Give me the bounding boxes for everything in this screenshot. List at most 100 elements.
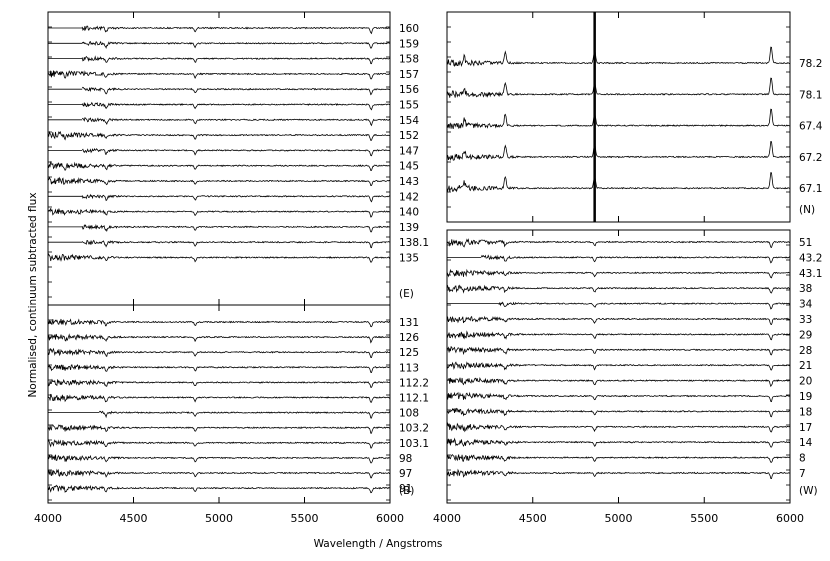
series-line-19 [446,391,791,403]
series-label: 34 [799,299,813,311]
series-line-135 [47,253,391,263]
series-line-145 [47,160,391,172]
series-label: 112.1 [399,393,429,405]
series-line-67.2 [446,140,791,161]
series-label: 157 [399,69,419,81]
series-label: 43.1 [799,268,822,280]
panel-left-top: (E) 160 159 158 157 156 155 154 152 147 145 143 142 1… [47,11,429,306]
series-label: 145 [399,161,419,173]
series-label: 33 [799,314,812,326]
series-line-98 [47,454,390,464]
series-label: 156 [399,84,419,96]
series-line-158 [48,55,391,65]
series-label: 160 [399,23,419,35]
series-line-51 [446,238,791,249]
series-label: 126 [399,332,419,344]
series-line-91 [47,484,391,494]
series-line-160 [48,25,391,35]
series-label: 152 [399,130,419,142]
series-label: 78.2 [799,58,822,70]
series-line-29 [446,330,791,341]
series-line-97 [47,468,391,479]
series-line-113 [47,364,391,373]
series-line-43.1 [446,268,790,279]
series-line-8 [446,454,791,463]
series-label: 38 [799,283,812,295]
series-line-143 [47,176,391,187]
series-line-67.4 [446,108,791,130]
series-label: 67.1 [799,183,822,195]
series-label: 103.1 [399,438,429,450]
series-line-138.1 [48,239,391,249]
series-line-125 [47,347,391,359]
series-label: 138.1 [399,237,429,249]
series-line-147 [48,148,391,157]
series-label: 147 [399,145,419,157]
series-label: 155 [399,100,419,112]
panel-tag: (N) [799,204,815,216]
series-line-131 [47,318,391,328]
series-label: 91 [399,483,412,495]
series-label: 125 [399,347,419,359]
series-label: 21 [799,360,812,372]
series-label: 67.2 [799,152,822,164]
series-label: 135 [399,253,419,265]
series-label: 29 [799,329,812,341]
series-label: 19 [799,391,812,403]
series-line-21 [446,361,790,371]
series-label: 7 [799,468,806,480]
x-tick-label: 4000 [34,512,62,525]
series-label: 112.2 [399,377,429,389]
series-label: 154 [399,115,419,127]
series-label: 98 [399,453,412,465]
x-tick-label: 5000 [205,512,233,525]
panel-left-bottom: 4000 4500 5000 5500 6000 (B) 131 126 125 113 112.2… [34,304,429,525]
series-line-112.1 [47,393,391,403]
series-line-17 [446,422,791,433]
series-label: 113 [399,362,419,374]
series-line-154 [48,117,391,127]
series-line-140 [47,208,391,218]
series-line-157 [47,70,391,80]
series-label: 143 [399,176,419,188]
x-tick-label: 4000 [433,512,461,525]
series-label: 140 [399,207,419,219]
series-label: 103.2 [399,423,429,435]
series-label: 78.1 [799,89,822,101]
x-axis-label: Wavelength / Angstroms [314,538,443,550]
panel-right-top: (N) 78.2 78.1 67.4 67.2 67.1 [446,11,823,223]
panel-frame [446,229,791,504]
series-line-126 [47,333,391,344]
series-line-33 [446,315,790,325]
series-label: 131 [399,317,419,329]
series-line-7 [446,468,791,480]
series-line-43.2 [447,254,791,264]
series-line-156 [48,86,391,96]
x-tick-label: 6000 [376,512,404,525]
series-label: 139 [399,222,419,234]
series-label: 51 [799,237,812,249]
series-line-103.2 [47,424,391,434]
series-label: 18 [799,406,812,418]
x-tick-label: 6000 [776,512,804,525]
series-line-155 [48,101,391,111]
panel-tag: (B) [399,485,414,497]
series-label: 67.4 [799,121,823,133]
panel-frame [446,11,791,223]
series-label: 159 [399,38,419,50]
series-label: 14 [799,437,813,449]
series-label: 108 [399,408,419,420]
series-line-152 [47,130,391,141]
x-tick-label: 4500 [120,512,148,525]
series-label: 20 [799,376,812,388]
series-line-34 [447,301,791,310]
series-line-14 [446,437,791,448]
series-line-38 [446,284,791,294]
series-line-103.1 [47,439,391,449]
series-line-20 [447,377,791,388]
series-label: 97 [399,468,412,480]
panel-right-bottom: 4000 4500 5000 5500 6000 (W) 51 43.2 43.1 38 34 33 2… [433,229,822,525]
series-line-159 [48,40,391,49]
series-line-67.1 [446,172,791,193]
